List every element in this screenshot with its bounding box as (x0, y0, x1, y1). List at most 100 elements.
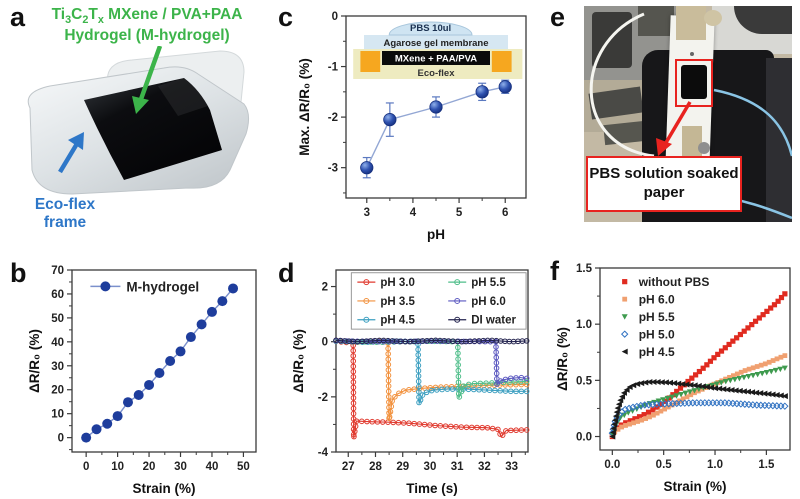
panel-a: a Ti3C2Tx MXene / PVA+PAA Hydrogel (M-hy… (0, 0, 268, 250)
svg-text:0.5: 0.5 (656, 459, 673, 471)
x-axis-label: Strain (%) (132, 481, 195, 496)
y-axis-label: ΔR/R₀ (%) (291, 329, 306, 393)
svg-text:0: 0 (58, 433, 64, 445)
svg-text:29: 29 (396, 461, 409, 473)
callout-arrow-icon (656, 101, 692, 156)
hydrogel-title-line1: Ti3C2Tx MXene / PVA+PAA (51, 6, 243, 27)
svg-text:10: 10 (111, 461, 124, 473)
chart-strain-response: 0 10 20 30 40 50 0 10 20 30 40 50 60 70 Strain (%) ΔR/R… (27, 265, 257, 496)
tube-icon (589, 12, 655, 158)
svg-text:50: 50 (237, 461, 250, 473)
series-di-water (333, 337, 530, 345)
svg-text:-2: -2 (318, 392, 328, 404)
x-axis-label: Time (s) (406, 481, 458, 496)
svg-text:50: 50 (51, 313, 64, 325)
hydrogel-title: Ti3C2Tx MXene / PVA+PAA Hydrogel (M-hydr… (34, 6, 260, 46)
panel-d: d 27 28 29 30 31 32 33 -4 -2 0 2 Time (s) ΔR/R₀ (%) p… (268, 250, 540, 499)
panel-letter-e: e (550, 2, 566, 32)
photo-upper-clamp (676, 6, 706, 40)
svg-text:1.0: 1.0 (576, 319, 592, 331)
blue-wire-icon (713, 88, 792, 157)
svg-text:32: 32 (478, 461, 491, 473)
panel-letter-c: c (278, 2, 294, 32)
series-max-response-vs-ph (360, 79, 512, 179)
svg-text:pH 5.0: pH 5.0 (639, 328, 675, 342)
svg-text:0.0: 0.0 (604, 459, 620, 471)
svg-text:0: 0 (322, 337, 328, 349)
svg-text:pH 5.5: pH 5.5 (471, 277, 506, 289)
hydrogel-title-line2: Hydrogel (M-hydrogel) (64, 27, 230, 45)
svg-text:PBS 10ul: PBS 10ul (410, 23, 451, 34)
hydrogel-black-band (84, 78, 222, 180)
panel-letter-b: b (10, 258, 27, 288)
legend: pH 3.0 pH 3.5 pH 4.5 pH 5.5 pH 6.0 DI water (350, 272, 527, 330)
svg-text:4: 4 (410, 207, 417, 219)
svg-text:Agarose gel membrane: Agarose gel membrane (383, 38, 488, 49)
panel-letter-f: f (550, 256, 559, 286)
svg-text:0.5: 0.5 (576, 375, 593, 387)
svg-text:20: 20 (143, 461, 156, 473)
svg-text:Eco-flex: Eco-flex (418, 68, 456, 79)
svg-text:-2: -2 (328, 112, 338, 124)
svg-text:M-hydrogel: M-hydrogel (126, 279, 199, 294)
svg-text:1.5: 1.5 (576, 263, 593, 275)
device-stack-inset: PBS 10ul Agarose gel membrane MXene + PAA/… (353, 21, 523, 79)
svg-text:30: 30 (424, 461, 437, 473)
x-axis-label: pH (427, 227, 445, 242)
svg-text:30: 30 (51, 361, 64, 373)
photo-clamp-knob (704, 10, 722, 26)
svg-text:28: 28 (369, 461, 382, 473)
photo-strip-dot (690, 52, 694, 56)
svg-text:pH 3.5: pH 3.5 (380, 296, 415, 308)
panel-b: b 0 10 20 30 40 50 0 10 20 30 40 50 60 70 Strain (%) ΔR… (0, 250, 268, 499)
legend: without PBS pH 6.0 pH 5.5 pH 5.0 pH 4.5 (620, 275, 709, 359)
svg-text:-4: -4 (318, 447, 329, 459)
pbs-callout-text: PBS solution soaked paper (589, 165, 739, 201)
svg-text:pH 6.0: pH 6.0 (471, 296, 506, 308)
panel-c: c 3 4 5 6 0 -1 -2 -3 pH Max. ΔR/R₀ (%) PBS 10ul Aga… (268, 0, 540, 250)
panel-letter-a: a (10, 2, 26, 32)
svg-text:30: 30 (174, 461, 187, 473)
series-m-hydrogel (81, 283, 239, 443)
svg-text:40: 40 (206, 461, 219, 473)
photo-dark-equipment-2 (638, 6, 674, 36)
chart-max-response-vs-ph: 3 4 5 6 0 -1 -2 -3 pH Max. ΔR/R₀ (%) PBS 10ul Agaro… (297, 11, 527, 242)
y-axis-label: ΔR/R₀ (%) (555, 327, 570, 391)
svg-text:5: 5 (456, 207, 463, 219)
svg-text:10: 10 (51, 409, 64, 421)
chart-time-response: 27 28 29 30 31 32 33 -4 -2 0 2 Time (s) ΔR/R₀ (%) pH … (291, 269, 530, 496)
panel-f: f 0.0 0.5 1.0 1.5 0.0 0.5 1.0 1.5 Strain (%) ΔR/R… (540, 250, 800, 499)
svg-text:20: 20 (51, 385, 64, 397)
y-axis-label: Max. ΔR/R₀ (%) (297, 58, 312, 156)
panel-e: e (540, 0, 800, 250)
svg-text:70: 70 (51, 265, 64, 277)
panel-letter-d: d (278, 258, 295, 288)
svg-text:1.5: 1.5 (758, 459, 775, 471)
svg-text:MXene + PAA/PVA: MXene + PAA/PVA (395, 54, 477, 65)
svg-text:27: 27 (342, 461, 355, 473)
x-axis-label: Strain (%) (663, 479, 726, 494)
svg-text:6: 6 (502, 207, 508, 219)
svg-text:pH 6.0: pH 6.0 (639, 293, 675, 307)
svg-text:pH 4.5: pH 4.5 (380, 315, 415, 327)
svg-text:pH 4.5: pH 4.5 (639, 345, 675, 359)
svg-text:60: 60 (51, 289, 64, 301)
series-without-pbs (609, 291, 788, 440)
ecoflex-frame-label: Eco-flex frame (34, 196, 96, 231)
svg-text:0.0: 0.0 (576, 432, 592, 444)
svg-text:-3: -3 (328, 163, 338, 175)
chart-strain-ph-response: 0.0 0.5 1.0 1.5 0.0 0.5 1.0 1.5 Strain (%) ΔR/R₀ … (555, 263, 791, 494)
svg-text:3: 3 (364, 207, 370, 219)
sample-highlight-box (675, 59, 713, 107)
svg-text:40: 40 (51, 337, 64, 349)
svg-text:31: 31 (451, 461, 464, 473)
hydrogel-arrow (132, 46, 163, 114)
svg-text:2: 2 (322, 282, 328, 294)
photo-clamp-screw (698, 142, 710, 154)
series-ph-4-5 (609, 379, 788, 440)
svg-text:pH 3.0: pH 3.0 (380, 277, 415, 289)
svg-text:0: 0 (83, 461, 89, 473)
legend: M-hydrogel (90, 279, 199, 294)
svg-text:DI water: DI water (471, 315, 516, 327)
svg-text:-1: -1 (328, 62, 339, 74)
